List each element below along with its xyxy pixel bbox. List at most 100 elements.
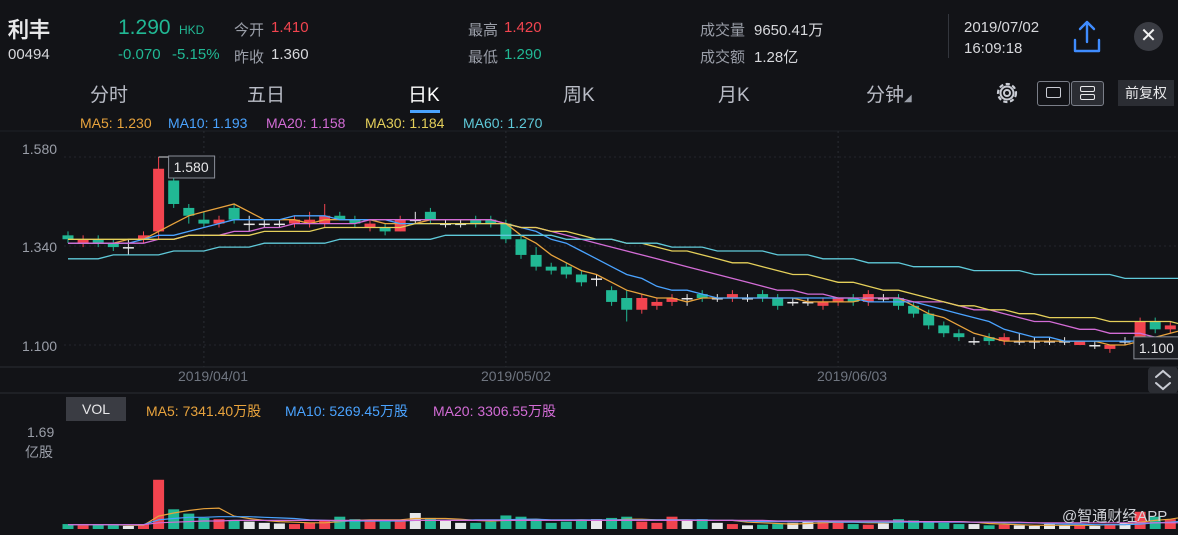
- tab-monthly-k[interactable]: 月K: [718, 85, 750, 106]
- volume-bar: [304, 522, 316, 529]
- date-tick-label: 2019/05/02: [481, 368, 552, 384]
- volume-bar: [455, 522, 467, 529]
- candle-body: [726, 294, 738, 298]
- vol-legend-ma10: MA10: 5269.45万股: [285, 403, 408, 419]
- candle-body: [1104, 345, 1116, 349]
- high-label: 最高: [468, 22, 499, 39]
- candle-body: [138, 235, 149, 240]
- candle-body: [666, 298, 678, 302]
- candle-body: [379, 227, 391, 232]
- candle-body: [877, 298, 889, 300]
- candle-body: [409, 219, 421, 222]
- volume-bar: [862, 524, 874, 529]
- candle-body: [77, 239, 89, 244]
- header-divider: [948, 14, 949, 58]
- candle-body: [817, 301, 829, 306]
- volume-bar: [440, 520, 451, 529]
- tab-five-day[interactable]: 五日: [247, 85, 286, 106]
- candle-body: [787, 301, 799, 304]
- volume-bar: [847, 524, 859, 529]
- dual-panel-layout-button[interactable]: [1071, 81, 1104, 106]
- tab-minute[interactable]: 分钟◢: [866, 80, 912, 107]
- volume-bar: [998, 524, 1010, 529]
- candle-body: [923, 313, 935, 326]
- candle-body: [621, 298, 633, 310]
- tab-minute-label: 分钟: [866, 85, 905, 106]
- prev-close-label: 昨收: [234, 49, 265, 66]
- candle-body: [968, 341, 980, 343]
- candle-body: [1149, 321, 1161, 330]
- share-icon: [1073, 20, 1101, 53]
- volume-bar: [153, 479, 165, 529]
- tab-daily-k[interactable]: 日K: [408, 85, 440, 106]
- single-panel-layout-button[interactable]: [1037, 81, 1070, 106]
- candle-body: [1074, 341, 1086, 345]
- volume-bar: [379, 521, 391, 529]
- volume-bar: [122, 525, 134, 529]
- vol-ma-line-ma20: [68, 519, 1178, 526]
- last-price: 1.290: [118, 16, 171, 39]
- volume-indicator-tag[interactable]: VOL: [66, 397, 126, 421]
- candle-body: [485, 219, 497, 224]
- tab-weekly-k[interactable]: 周K: [563, 85, 595, 106]
- volume-bar: [1164, 519, 1176, 529]
- volume-bar: [968, 524, 980, 529]
- candle-body: [440, 223, 451, 226]
- tab-intraday[interactable]: 分时: [90, 85, 129, 106]
- candle-body: [1028, 341, 1040, 343]
- candle-body: [772, 298, 784, 306]
- volume-bar: [138, 524, 149, 529]
- share-button[interactable]: [1070, 18, 1104, 56]
- volume-label: 成交量: [700, 22, 746, 39]
- quote-date: 2019/07/02: [964, 19, 1040, 36]
- candle-body: [560, 266, 572, 275]
- candle-body: [1089, 345, 1101, 347]
- settings-button[interactable]: [992, 79, 1022, 107]
- volume-bar: [470, 522, 482, 529]
- candle-body: [742, 298, 753, 300]
- candle-body: [122, 247, 134, 249]
- collapse-expand-button[interactable]: [1148, 367, 1178, 393]
- ma-line-ma5: [68, 203, 1178, 346]
- dual-panel-icon: [1080, 86, 1095, 100]
- volume-bar: [545, 522, 557, 529]
- watermark: @智通财经APP: [1062, 508, 1168, 525]
- forward-adjust-button[interactable]: 前复权: [1118, 80, 1174, 106]
- volume-bar: [530, 519, 542, 529]
- volume-bar: [681, 520, 693, 529]
- candle-body: [1059, 341, 1071, 343]
- candle-body: [651, 301, 663, 306]
- stock-name: 利丰: [8, 19, 50, 42]
- volume-bar: [832, 521, 844, 529]
- vol-max-value: 1.69: [27, 424, 55, 440]
- candle-body: [575, 274, 587, 283]
- turnover-label: 成交额: [700, 49, 746, 66]
- min-price-label: 1.100: [1139, 340, 1174, 356]
- volume-bar: [1074, 525, 1086, 529]
- candle-body: [289, 219, 300, 224]
- stock-code: 00494: [8, 46, 50, 63]
- volume-bar: [606, 517, 618, 529]
- volume-bar: [1059, 525, 1071, 529]
- volume-bar: [500, 515, 512, 529]
- volume-bar: [651, 522, 663, 529]
- chevron-down-icon: ◢: [904, 93, 912, 104]
- candle-body: [515, 239, 527, 255]
- volume-bar: [772, 524, 784, 529]
- volume-bar: [787, 522, 799, 529]
- volume-bar: [666, 516, 678, 529]
- min-marker-box: [1133, 336, 1178, 360]
- volume-bar: [485, 521, 497, 529]
- candle-body: [1164, 325, 1176, 330]
- open-value: 1.410: [271, 19, 309, 36]
- volume-bar: [757, 524, 769, 529]
- volume-bar: [62, 524, 74, 529]
- price-tick-label: 1.580: [22, 141, 58, 157]
- close-button[interactable]: ✕: [1134, 22, 1163, 51]
- volume-bar: [742, 525, 753, 529]
- candle-body: [1013, 341, 1025, 343]
- candle-body: [394, 219, 406, 232]
- volume-bar: [575, 520, 587, 529]
- candle-body: [455, 223, 467, 226]
